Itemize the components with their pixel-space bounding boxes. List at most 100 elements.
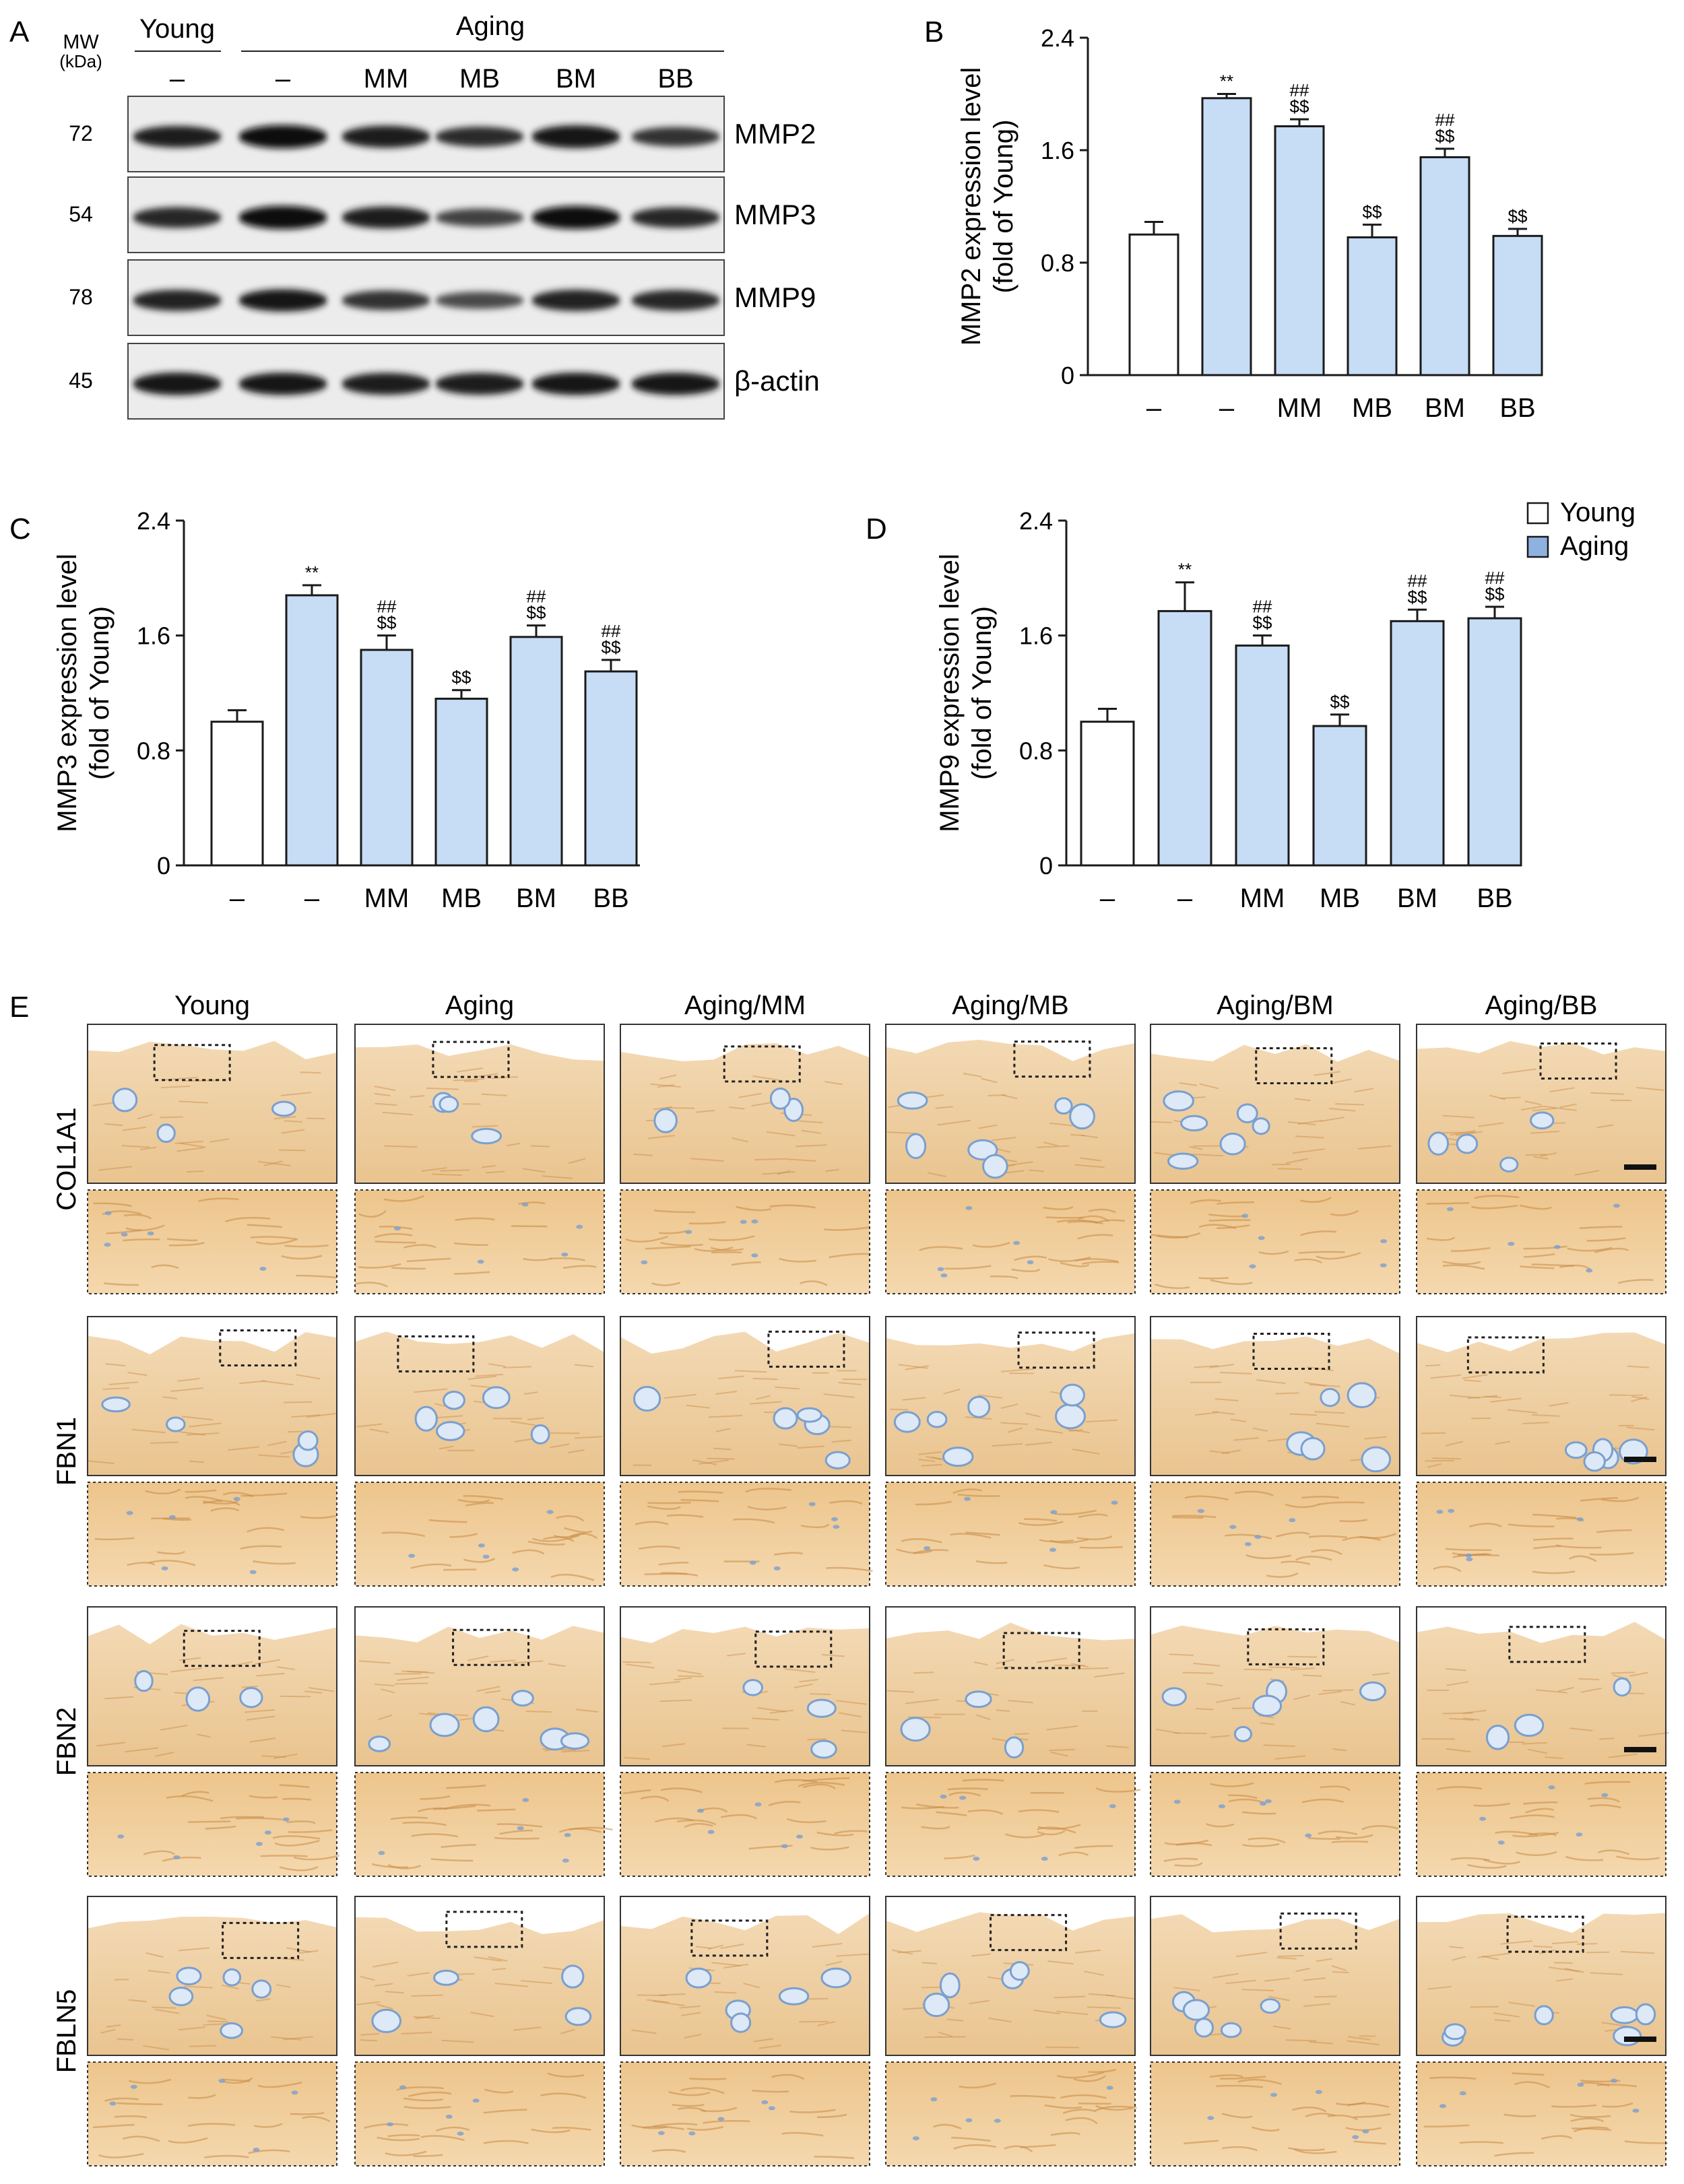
inset-fiber [660, 1787, 703, 1793]
inset-fiber [210, 1507, 240, 1512]
inset-fiber [1011, 1268, 1041, 1272]
inset-fiber [222, 1492, 254, 1498]
inset-fiber [428, 1519, 467, 1523]
inset-fiber [117, 2102, 163, 2105]
zoom-region-box [445, 1911, 523, 1948]
tile-frame [87, 1316, 337, 1476]
collagen-fiber [886, 1690, 915, 1693]
cell-nucleus [117, 1834, 125, 1839]
zoom-inset [88, 1190, 337, 1294]
tissue-section [1151, 1914, 1400, 2055]
collagen-fiber [482, 1164, 496, 1168]
blot-band [238, 125, 327, 149]
cell-nucleus [761, 2100, 769, 2105]
cell-nucleus [1244, 1542, 1252, 1546]
collagen-fiber [1354, 1088, 1373, 1093]
collagen-fiber [647, 1999, 670, 2004]
inset-fiber [678, 1490, 723, 1494]
collagen-fiber [886, 1131, 916, 1134]
collagen-fiber [258, 1454, 290, 1458]
inset-fiber [653, 1209, 696, 1214]
collagen-fiber [441, 2039, 474, 2043]
inset-fiber [449, 1533, 478, 1538]
hair-follicle [900, 1717, 931, 1742]
zoom-region-box [754, 1630, 833, 1668]
collagen-fiber [798, 1120, 823, 1124]
x-tick-label: BB [1477, 884, 1512, 913]
panel-label-c: C [9, 512, 31, 545]
zoom-region-box [767, 1330, 845, 1368]
inset-fiber [240, 1545, 282, 1550]
cell-nucleus [697, 1808, 705, 1813]
inset-fiber [1353, 2140, 1386, 2145]
collagen-fiber [186, 1170, 204, 1173]
histology-tile [87, 1024, 337, 1294]
collagen-fiber [1490, 1397, 1522, 1403]
inset-fiber [1342, 1536, 1382, 1542]
histology-tile [885, 1024, 1136, 1294]
cell-nucleus [959, 1795, 967, 1800]
blot-band [631, 290, 720, 311]
inset-fiber [1221, 2113, 1253, 2119]
x-tick-label: MM [1240, 884, 1285, 913]
cell-nucleus [521, 1202, 529, 1207]
collagen-fiber [304, 1690, 323, 1694]
collagen-fiber [938, 2031, 953, 2038]
collagen-fiber [969, 1999, 990, 2005]
tissue-section [886, 1622, 1135, 1766]
collagen-fiber [1525, 1154, 1548, 1156]
collagen-fiber [384, 1145, 418, 1148]
legend: Young Aging [1526, 498, 1636, 561]
collagen-fiber [1549, 1087, 1575, 1093]
collagen-fiber [690, 1158, 724, 1162]
collagen-fiber [401, 2031, 432, 2035]
inset-fiber [1078, 2102, 1111, 2105]
histology-tile [620, 1316, 873, 1587]
collagen-fiber [1047, 1960, 1074, 1965]
zoom-region-box [452, 1628, 530, 1666]
collagen-fiber [1000, 1403, 1018, 1410]
collagen-fiber [1079, 1157, 1101, 1162]
significance-mark: ## [527, 587, 546, 607]
inset-fiber [957, 1493, 1000, 1497]
collagen-fiber [284, 1401, 313, 1403]
collagen-fiber [206, 2014, 226, 2020]
collagen-fiber [527, 1417, 544, 1421]
collagen-fiber [123, 1126, 146, 1131]
histology-tile [87, 1316, 337, 1587]
y-tick-label: 2.4 [137, 507, 170, 535]
hair-follicle [482, 1386, 511, 1410]
collagen-fiber [714, 1991, 737, 1994]
inset-fiber [1335, 2101, 1365, 2106]
collagen-fiber [1209, 1450, 1230, 1455]
collagen-fiber [648, 1135, 675, 1139]
inset-fiber [1532, 1513, 1577, 1519]
inset-fiber [1459, 2141, 1503, 2144]
inset-fiber [531, 2128, 571, 2133]
hair-follicle [220, 2022, 244, 2039]
bar [1492, 234, 1543, 376]
collagen-fiber [738, 1092, 762, 1098]
inset-fiber [829, 1500, 863, 1505]
inset-fiber [181, 1791, 209, 1797]
inset-fiber [789, 2109, 836, 2113]
significance-mark: $$ [1290, 96, 1309, 117]
collagen-fiber [1264, 1977, 1290, 1982]
x-tick-label: BB [593, 884, 628, 913]
collagen-fiber [657, 1084, 675, 1088]
cell-nucleus [1436, 1509, 1444, 1514]
inset-fiber [1010, 2094, 1056, 2099]
inset-fiber [962, 1779, 1004, 1782]
inset-fiber [302, 2115, 331, 2123]
inset-fiber [781, 2131, 824, 2137]
cell-nucleus [707, 1830, 715, 1834]
collagen-fiber [104, 1123, 123, 1127]
hair-follicle [511, 1690, 534, 1707]
hair-follicle [923, 1992, 950, 2018]
collagen-fiber [1252, 1427, 1268, 1432]
collagen-fiber [1309, 2041, 1334, 2045]
collagen-fiber [1629, 1672, 1648, 1677]
inset-fiber [540, 2092, 587, 2099]
collagen-fiber [1037, 1145, 1069, 1148]
tissue-section [886, 1333, 1135, 1476]
